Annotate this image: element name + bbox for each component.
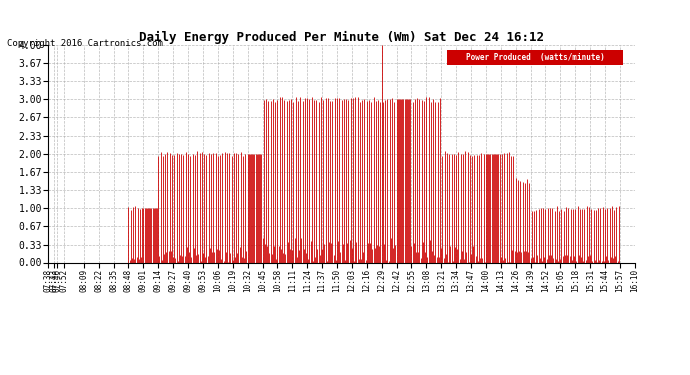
Title: Daily Energy Produced Per Minute (Wm) Sat Dec 24 16:12: Daily Energy Produced Per Minute (Wm) Sa…	[139, 31, 544, 44]
Text: Power Produced  (watts/minute): Power Produced (watts/minute)	[466, 53, 604, 62]
Text: Copyright 2016 Cartronics.com: Copyright 2016 Cartronics.com	[7, 39, 163, 48]
FancyBboxPatch shape	[447, 51, 623, 64]
